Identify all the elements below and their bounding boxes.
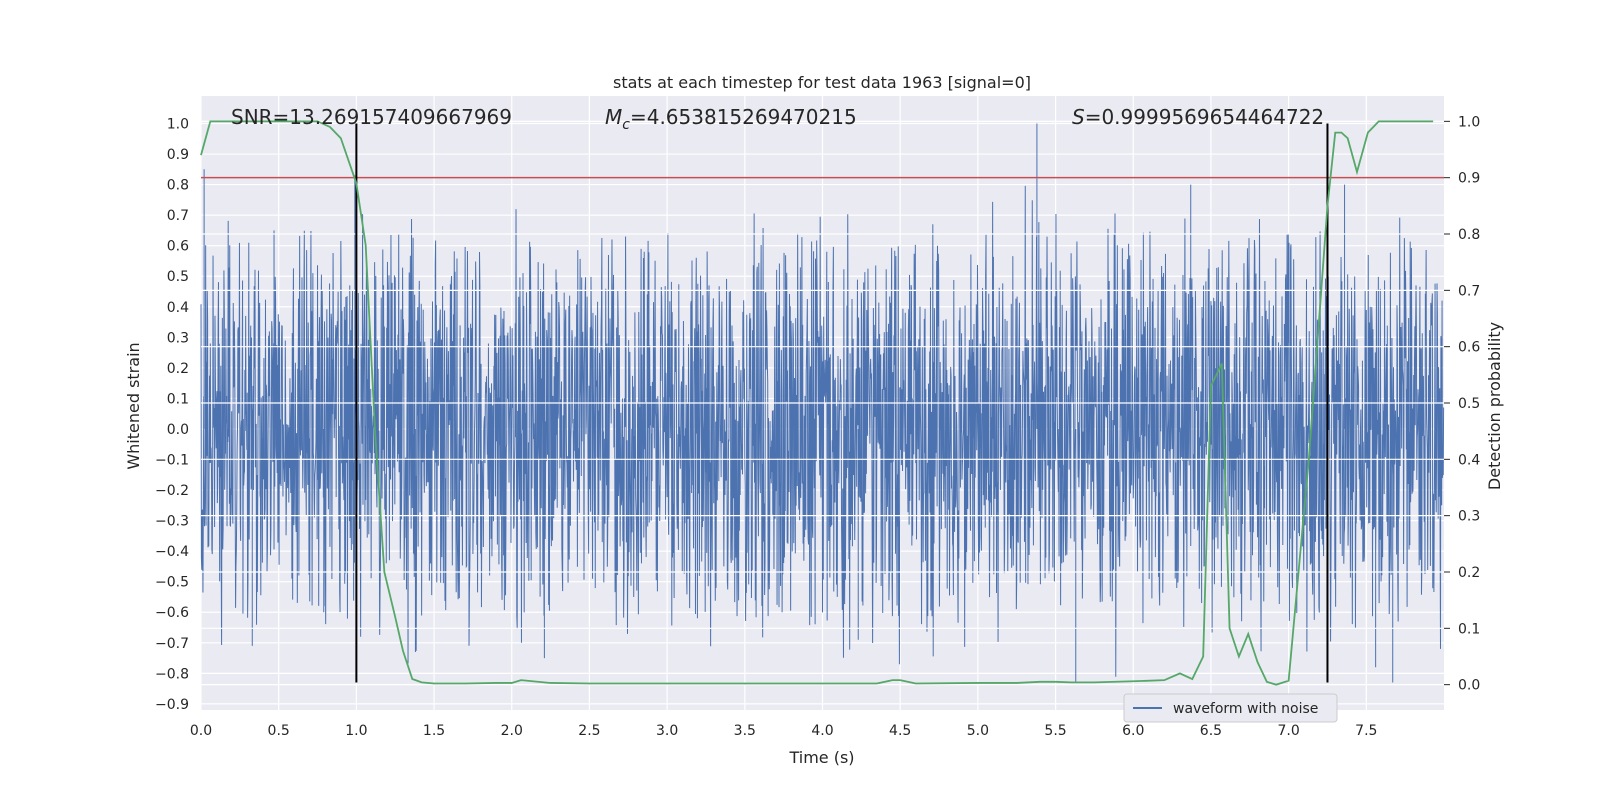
y-tick-label: 0.3 <box>167 330 189 346</box>
y-tick-label: −0.4 <box>155 544 189 560</box>
y-tick-label: −0.1 <box>155 453 189 469</box>
y-tick-label: −0.3 <box>155 514 189 530</box>
x-tick-label: 1.5 <box>423 723 445 739</box>
x-tick-labels: 0.0 0.5 1.0 1.5 2.0 2.5 3.0 3.5 4.0 4.5 5.0 5.5 6.0 6… <box>190 723 1378 739</box>
y-tick-label: 0.6 <box>167 239 189 255</box>
y2-tick-labels: 1.0 0.9 0.8 0.7 0.6 0.5 0.4 0.3 0.2 0.1 0.0 <box>1444 114 1480 694</box>
x-tick-label: 5.0 <box>967 723 989 739</box>
annotation-chirp-mass: Mc=4.653815269470215 <box>605 105 857 133</box>
annotation-snr: SNR=13.269157409667969 <box>231 105 512 129</box>
y-axis-label: Whitened strain <box>124 342 143 469</box>
y2-tick-label: 0.8 <box>1458 227 1480 243</box>
y-tick-label: −0.2 <box>155 483 189 499</box>
x-tick-label: 6.5 <box>1200 723 1222 739</box>
y-tick-label: −0.7 <box>155 636 189 652</box>
y2-tick-label: 1.0 <box>1458 114 1480 130</box>
y-tick-label: 1.0 <box>167 116 189 132</box>
x-tick-label: 4.5 <box>889 723 911 739</box>
y-tick-label: 0.2 <box>167 361 189 377</box>
series-detection-probability <box>200 120 1434 686</box>
y2-tick-label: 0.9 <box>1458 171 1480 187</box>
y2-tick-label: 0.0 <box>1458 678 1480 694</box>
y2-gridlines <box>201 120 1444 686</box>
y2-tick-label: 0.6 <box>1458 340 1480 356</box>
annotation-score: S=0.9999569654464722 <box>1072 105 1324 129</box>
y-tick-label: 0.0 <box>167 422 189 438</box>
y2-tick-label: 0.4 <box>1458 452 1480 468</box>
y-tick-labels: 1.0 0.9 0.8 0.7 0.6 0.5 0.4 0.3 0.2 0.1 0.0 −0.1 −0.… <box>155 116 189 712</box>
y-tick-label: −0.9 <box>155 697 189 713</box>
x-tick-label: 7.5 <box>1355 723 1377 739</box>
x-tick-label: 2.5 <box>578 723 600 739</box>
x-tick-label: 3.0 <box>656 723 678 739</box>
y2-tick-label: 0.1 <box>1458 621 1480 637</box>
x-tick-label: 0.0 <box>190 723 212 739</box>
y2-tick-label: 0.7 <box>1458 283 1480 299</box>
y2-tick-label: 0.3 <box>1458 509 1480 525</box>
x-tick-label: 7.0 <box>1277 723 1299 739</box>
x-tick-label: 1.0 <box>345 723 367 739</box>
y-tick-label: −0.5 <box>155 575 189 591</box>
y-tick-label: −0.6 <box>155 605 189 621</box>
chart-title: stats at each timestep for test data 196… <box>613 73 1031 92</box>
y2-axis-label: Detection probability <box>1485 322 1504 490</box>
x-tick-label: 2.0 <box>501 723 523 739</box>
x-tick-label: 4.0 <box>811 723 833 739</box>
x-tick-label: 6.0 <box>1122 723 1144 739</box>
x-tick-label: 5.5 <box>1044 723 1066 739</box>
y-tick-label: 0.5 <box>167 269 189 285</box>
legend-entry-waveform-with-noise: waveform with noise <box>1173 701 1318 717</box>
legend: waveform with noise <box>1123 693 1338 723</box>
y-tick-label: 0.9 <box>167 147 189 163</box>
y-tick-label: 0.1 <box>167 391 189 407</box>
x-tick-label: 0.5 <box>268 723 290 739</box>
y2-tick-label: 0.5 <box>1458 396 1480 412</box>
y2-tick-label: 0.2 <box>1458 565 1480 581</box>
x-axis-label: Time (s) <box>788 748 854 767</box>
series-waveform-with-noise <box>200 123 1445 683</box>
legend-box <box>1123 693 1338 723</box>
x-tick-label: 3.5 <box>734 723 756 739</box>
y-tick-label: 0.7 <box>167 208 189 224</box>
y-tick-label: 0.8 <box>167 178 189 194</box>
y-tick-label: −0.8 <box>155 666 189 682</box>
y-tick-label: 0.4 <box>167 300 189 316</box>
